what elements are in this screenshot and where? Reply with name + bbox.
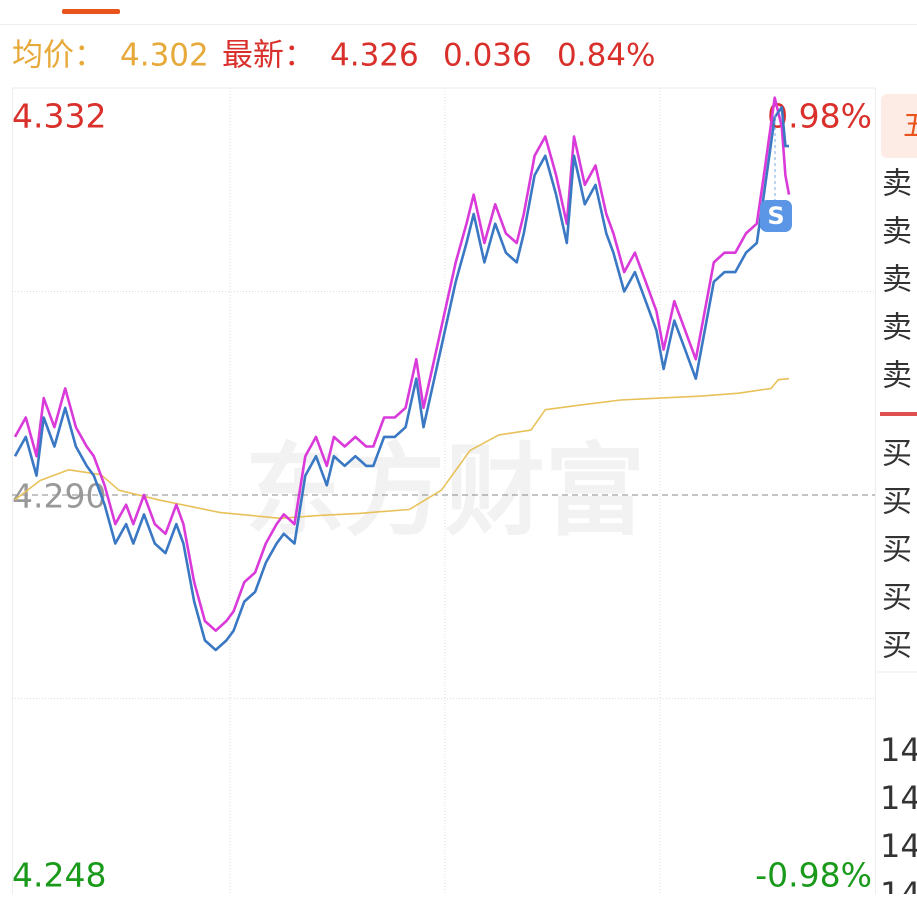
buy-label: 买 [882, 437, 912, 472]
buy-label: 买 [882, 485, 912, 520]
change-percent: 0.84% [557, 38, 655, 74]
latest-label: 最新： [222, 38, 315, 74]
divider [880, 412, 917, 416]
sell-label: 卖 [882, 263, 912, 298]
volume-label: 14 [880, 827, 917, 865]
sell-label: 卖 [882, 167, 912, 202]
annotation-text: S [767, 202, 784, 230]
sell-label: 卖 [882, 359, 912, 394]
y-tick-label: 4.248 [12, 856, 106, 895]
change-value: 0.036 [443, 38, 532, 74]
avg-label: 均价： [12, 38, 105, 74]
avg-value: 4.302 [120, 38, 209, 74]
buy-label: 买 [882, 581, 912, 616]
latest-value: 4.326 [330, 38, 419, 74]
header: 均价： 4.302 最新： 4.326 0.036 0.84% [12, 38, 655, 74]
buy-label: 买 [882, 533, 912, 568]
volume-label: 14 [880, 779, 917, 817]
y-tick-label: 4.332 [12, 97, 106, 136]
price-line [15, 107, 789, 650]
tab-text: 五 [903, 109, 917, 142]
tab-indicator [62, 9, 120, 14]
volume-label: 14 [880, 731, 917, 769]
y-tick-label: 4.290 [12, 477, 106, 516]
sell-label: 卖 [882, 311, 912, 346]
price-line [15, 98, 789, 631]
buy-label: 买 [882, 629, 912, 664]
sell-label: 卖 [882, 215, 912, 250]
y2-tick-label: -0.98% [755, 856, 872, 895]
volume-label: 14 [880, 875, 917, 894]
